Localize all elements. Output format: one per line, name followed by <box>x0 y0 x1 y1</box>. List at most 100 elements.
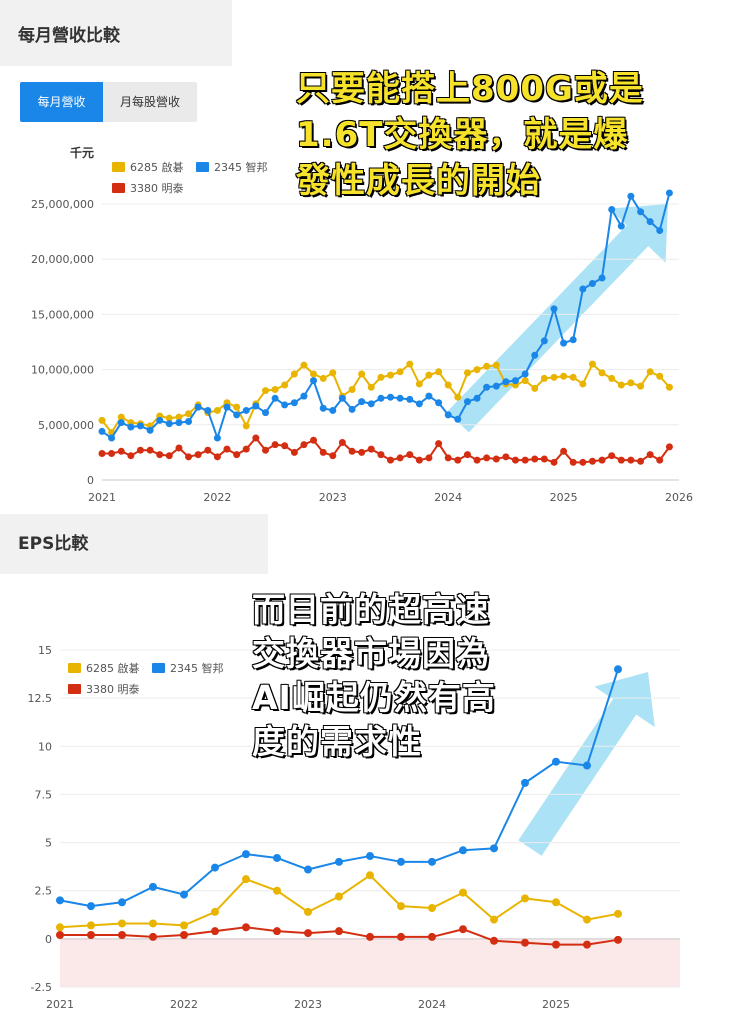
data-point <box>262 387 270 395</box>
data-point <box>98 427 106 435</box>
data-point <box>366 932 374 941</box>
data-point <box>598 369 606 377</box>
data-point <box>304 907 312 916</box>
legend-label: 6285 啟碁 <box>86 661 140 675</box>
data-point <box>194 403 202 411</box>
data-point <box>213 453 221 461</box>
data-point <box>454 415 462 423</box>
data-point <box>492 361 500 369</box>
data-point <box>627 192 635 200</box>
data-point <box>281 442 289 450</box>
data-point <box>358 398 366 406</box>
revenue-section-title: 每月營收比較 <box>0 0 232 66</box>
x-tick-label: 2025 <box>542 998 570 1011</box>
x-tick-label: 2022 <box>170 998 198 1011</box>
eps-section-title: EPS比較 <box>0 514 268 574</box>
data-point <box>242 406 250 414</box>
data-point <box>459 846 467 855</box>
y-tick-label: 25,000,000 <box>31 198 94 211</box>
data-point <box>335 892 343 901</box>
data-point <box>252 434 260 442</box>
legend-swatch <box>196 162 209 172</box>
data-point <box>540 455 548 463</box>
data-point <box>637 457 645 465</box>
data-point <box>262 446 270 454</box>
data-point <box>608 452 616 460</box>
data-point <box>98 416 106 424</box>
data-point <box>483 362 491 370</box>
data-point <box>490 936 498 945</box>
y-tick-label: 0 <box>45 933 52 946</box>
data-point <box>406 451 414 459</box>
data-point <box>367 400 375 408</box>
revenue-chart: 0 5,000,000 10,000,000 15,000,000 20,000,000… <box>31 145 693 504</box>
data-point <box>211 907 219 916</box>
data-point <box>531 351 539 359</box>
data-point <box>617 456 625 464</box>
data-point <box>579 285 587 293</box>
data-point <box>435 399 443 407</box>
data-point <box>531 455 539 463</box>
tab-monthly-revenue[interactable]: 每月營收 <box>20 82 103 122</box>
data-point <box>348 405 356 413</box>
data-point <box>502 453 510 461</box>
data-point <box>454 456 462 464</box>
data-point <box>492 455 500 463</box>
data-point <box>614 909 622 918</box>
y-tick-label: 5 <box>45 837 52 850</box>
y-tick-label: 15 <box>38 644 52 657</box>
data-point <box>435 368 443 376</box>
data-point <box>377 373 385 381</box>
data-point <box>608 206 616 214</box>
data-point <box>127 452 135 460</box>
annotation-line: 發性成長的開始 <box>295 160 541 201</box>
data-point <box>156 416 164 424</box>
y-tick-label: 15,000,000 <box>31 308 94 321</box>
data-point <box>387 456 394 464</box>
data-point <box>367 383 375 391</box>
data-point <box>617 381 625 389</box>
data-point <box>271 394 279 402</box>
data-point <box>665 443 673 451</box>
data-point <box>127 423 135 431</box>
data-point <box>483 383 491 391</box>
data-point <box>175 444 183 452</box>
data-point <box>211 927 219 936</box>
data-point <box>521 370 529 378</box>
data-point <box>146 426 154 434</box>
data-point <box>300 392 308 400</box>
data-point <box>335 927 343 936</box>
data-point <box>550 305 558 313</box>
data-point <box>367 445 375 453</box>
y-tick-label: 2.5 <box>35 885 53 898</box>
data-point <box>117 447 125 455</box>
data-point <box>473 366 481 374</box>
x-tick-label: 2023 <box>294 998 322 1011</box>
y-tick-label: 10 <box>38 740 52 753</box>
data-point <box>444 381 452 389</box>
data-point <box>646 218 654 226</box>
data-point <box>552 757 560 766</box>
series-line <box>59 874 619 929</box>
data-point <box>540 374 548 382</box>
data-point <box>396 368 404 376</box>
data-point <box>348 447 356 455</box>
data-point <box>185 417 193 425</box>
data-point <box>252 402 260 410</box>
data-point <box>583 940 591 949</box>
data-point <box>233 411 241 419</box>
data-point <box>108 450 116 458</box>
data-point <box>56 923 64 932</box>
data-point <box>310 377 318 385</box>
data-point <box>521 456 529 464</box>
tab-monthly-revenue-per-share[interactable]: 月每股營收 <box>103 82 197 122</box>
data-point <box>204 446 212 454</box>
annotation-line: AI崛起仍然有高 <box>251 677 496 717</box>
data-point <box>366 852 374 861</box>
annotation-line: 交換器市場因為 <box>251 633 490 673</box>
data-point <box>454 393 462 401</box>
legend-label: 6285 啟碁 <box>130 160 184 174</box>
data-point <box>329 369 337 377</box>
legend-label: 3380 明泰 <box>130 181 184 195</box>
x-tick-label: 2026 <box>665 491 693 504</box>
